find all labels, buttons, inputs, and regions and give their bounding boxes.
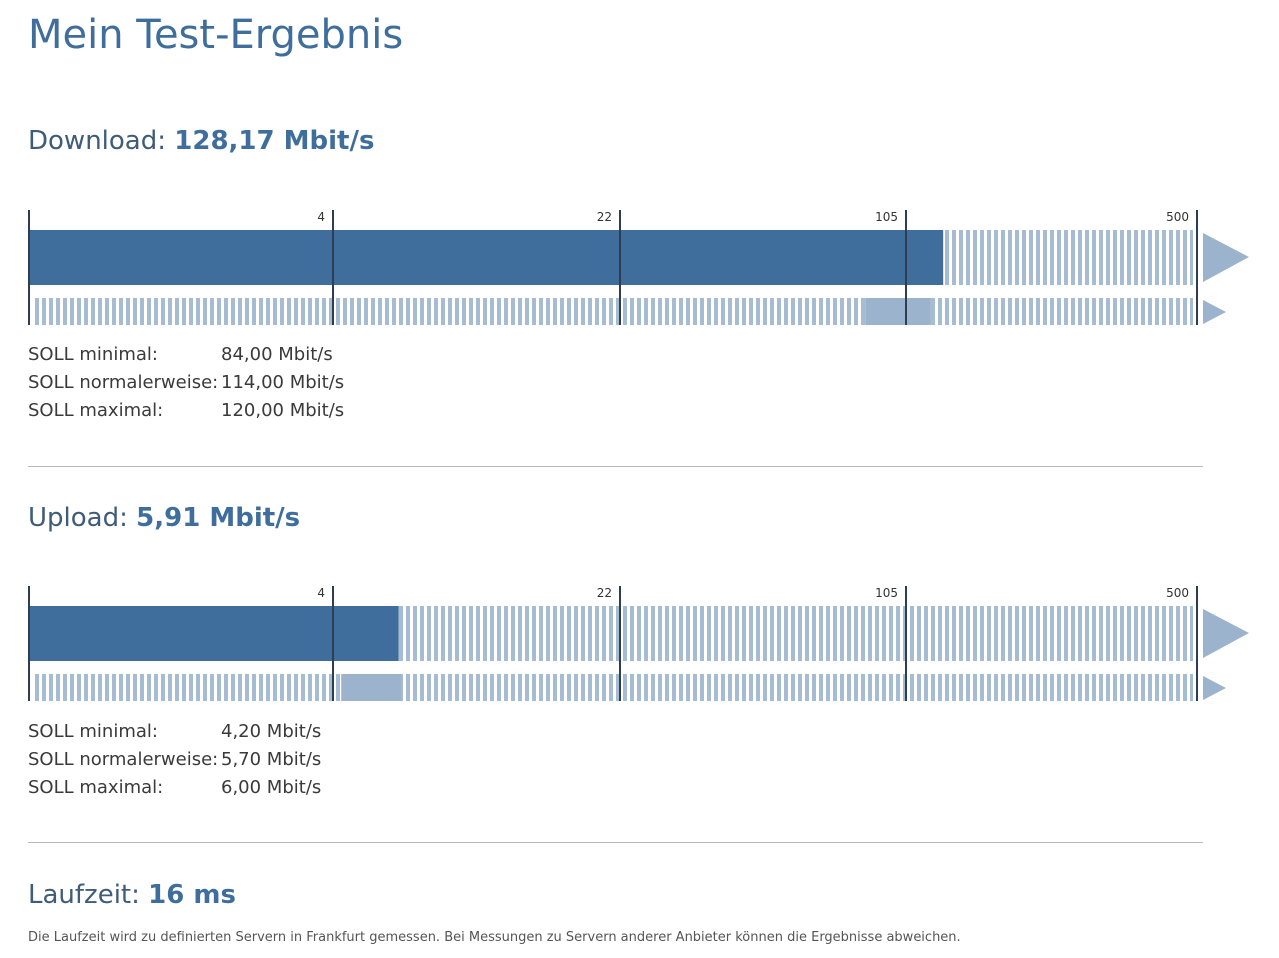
tick-label: 22 [597, 586, 612, 600]
arrow-icon [1203, 233, 1249, 282]
page-title: Mein Test-Ergebnis [28, 12, 404, 58]
soll-label: SOLL normalerweise: [28, 372, 219, 393]
soll-value: 6,00 Mbit/s [221, 777, 322, 798]
soll-row-minimal: SOLL minimal: 4,20 Mbit/s [28, 718, 321, 746]
soll-value: 84,00 Mbit/s [221, 344, 333, 365]
latency-note: Die Laufzeit wird zu definierten Servern… [28, 930, 961, 945]
section-divider [28, 842, 1203, 843]
latency-label: Laufzeit: [28, 880, 140, 910]
download-heading: Download: 128,17 Mbit/s [28, 126, 374, 156]
soll-label: SOLL minimal: [28, 721, 158, 742]
soll-row-normal: SOLL normalerweise: 114,00 Mbit/s [28, 369, 344, 397]
tick-label: 4 [317, 210, 325, 224]
soll-range-bar [341, 674, 402, 701]
soll-label: SOLL normalerweise: [28, 749, 219, 770]
soll-row-maximal: SOLL maximal: 120,00 Mbit/s [28, 397, 344, 425]
tick-label: 500 [1166, 210, 1189, 224]
download-soll-table: SOLL minimal: 84,00 Mbit/s SOLL normalerw… [28, 341, 344, 425]
soll-value: 114,00 Mbit/s [221, 372, 345, 393]
download-chart: 4 22 105 500 [28, 210, 1249, 325]
soll-range-bar [865, 298, 931, 325]
soll-label: SOLL minimal: [28, 344, 158, 365]
upload-label: Upload: [28, 503, 128, 533]
tick-label: 4 [317, 586, 325, 600]
section-divider [28, 466, 1203, 467]
soll-value: 5,70 Mbit/s [221, 749, 322, 770]
soll-value: 120,00 Mbit/s [221, 400, 345, 421]
download-value: 128,17 Mbit/s [174, 126, 375, 156]
soll-background [34, 298, 1193, 325]
soll-row-minimal: SOLL minimal: 84,00 Mbit/s [28, 341, 344, 369]
upload-heading: Upload: 5,91 Mbit/s [28, 503, 300, 533]
measured-bar [29, 230, 944, 285]
latency-value: 16 ms [148, 880, 236, 910]
tick-label: 22 [597, 210, 612, 224]
soll-label: SOLL maximal: [28, 400, 164, 421]
tick-label: 105 [875, 586, 898, 600]
arrow-icon [1203, 676, 1226, 700]
upload-soll-table: SOLL minimal: 4,20 Mbit/s SOLL normalerwe… [28, 718, 321, 802]
tick-label: 500 [1166, 586, 1189, 600]
arrow-icon [1203, 300, 1226, 324]
arrow-icon [1203, 609, 1249, 658]
upload-value: 5,91 Mbit/s [136, 503, 301, 533]
latency-heading: Laufzeit: 16 ms [28, 880, 236, 910]
soll-background [34, 674, 1193, 701]
soll-row-maximal: SOLL maximal: 6,00 Mbit/s [28, 774, 321, 802]
soll-row-normal: SOLL normalerweise: 5,70 Mbit/s [28, 746, 321, 774]
measured-bar [29, 606, 399, 661]
download-label: Download: [28, 126, 166, 156]
soll-value: 4,20 Mbit/s [221, 721, 322, 742]
upload-chart: 4 22 105 500 [28, 586, 1249, 701]
soll-label: SOLL maximal: [28, 777, 164, 798]
tick-label: 105 [875, 210, 898, 224]
